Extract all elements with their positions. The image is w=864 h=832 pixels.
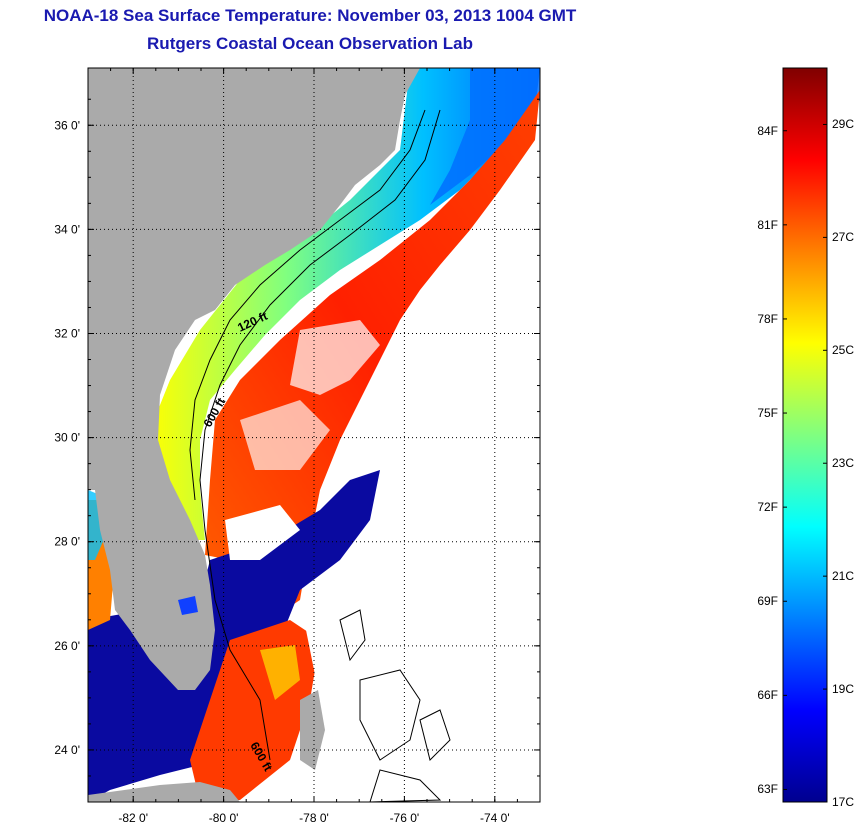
lon-tick-label: -78 0' bbox=[299, 811, 329, 825]
sst-imagery bbox=[88, 68, 540, 802]
colorbar-celsius-label: 27C bbox=[832, 230, 855, 245]
straits-yellow bbox=[260, 645, 300, 700]
bahamas-contour bbox=[339, 609, 451, 802]
offshore-cool-band bbox=[430, 68, 540, 205]
temperature-colorbar bbox=[782, 67, 828, 803]
colorbar-fahrenheit-label: 69F bbox=[757, 594, 778, 609]
colorbar-celsius-label: 23C bbox=[832, 456, 855, 471]
lon-tick-label: -82 0' bbox=[118, 811, 148, 825]
lat-tick-label: 30 0' bbox=[54, 431, 80, 445]
cloud-patch bbox=[290, 320, 380, 395]
latitude-tick-labels: 36 0' 34 0' 32 0' 30 0' 28 0' 26 0' 24 0' bbox=[54, 118, 80, 757]
cold-region-south bbox=[88, 470, 380, 802]
lat-tick-label: 32 0' bbox=[54, 326, 80, 340]
colorbar-ticks bbox=[783, 123, 827, 803]
colorbar-celsius-label: 21C bbox=[832, 569, 855, 584]
gulf-stream-warm bbox=[205, 90, 540, 620]
colorbar-fahrenheit-label: 81F bbox=[757, 217, 778, 232]
lat-tick-label: 28 0' bbox=[54, 535, 80, 549]
land-andros bbox=[300, 690, 325, 770]
cloud-patch-south bbox=[225, 505, 300, 560]
colorbar-fahrenheit-label: 63F bbox=[757, 782, 778, 797]
colorbar-fahrenheit-label: 84F bbox=[757, 123, 778, 138]
lon-tick-label: -74 0' bbox=[480, 811, 510, 825]
cloud-patch bbox=[240, 400, 330, 470]
contour-120ft bbox=[189, 109, 426, 501]
longitude-tick-labels: -82 0' -80 0' -78 0' -76 0' -74 0' bbox=[118, 811, 509, 825]
colorbar-celsius-label: 19C bbox=[832, 682, 855, 697]
colorbar-celsius-label: 25C bbox=[832, 343, 855, 358]
colorbar-celsius-label: 29C bbox=[832, 117, 855, 132]
map-subtitle: Rutgers Coastal Ocean Observation Lab bbox=[147, 34, 473, 53]
lake-okeechobee bbox=[178, 596, 198, 615]
colorbar-fahrenheit-label: 75F bbox=[757, 406, 778, 421]
colorbar-fahrenheit-label: 72F bbox=[757, 500, 778, 515]
colorbar-fahrenheit-label: 78F bbox=[757, 311, 778, 326]
gulf-west-cool bbox=[88, 490, 108, 560]
lat-tick-label: 36 0' bbox=[54, 118, 80, 132]
map-title: NOAA-18 Sea Surface Temperature: Novembe… bbox=[43, 6, 577, 25]
contour-600ft bbox=[199, 109, 441, 761]
lat-tick-label: 24 0' bbox=[54, 743, 80, 757]
lat-tick-label: 34 0' bbox=[54, 222, 80, 236]
lon-tick-label: -76 0' bbox=[390, 811, 420, 825]
map-frame bbox=[87, 67, 541, 803]
colorbar-celsius-label: 17C bbox=[832, 795, 855, 809]
lon-tick-label: -80 0' bbox=[209, 811, 239, 825]
colorbar-fahrenheit-label: 66F bbox=[757, 688, 778, 703]
land-us-florida bbox=[88, 68, 420, 690]
lat-tick-label: 26 0' bbox=[54, 639, 80, 653]
land-cuba bbox=[88, 782, 240, 802]
